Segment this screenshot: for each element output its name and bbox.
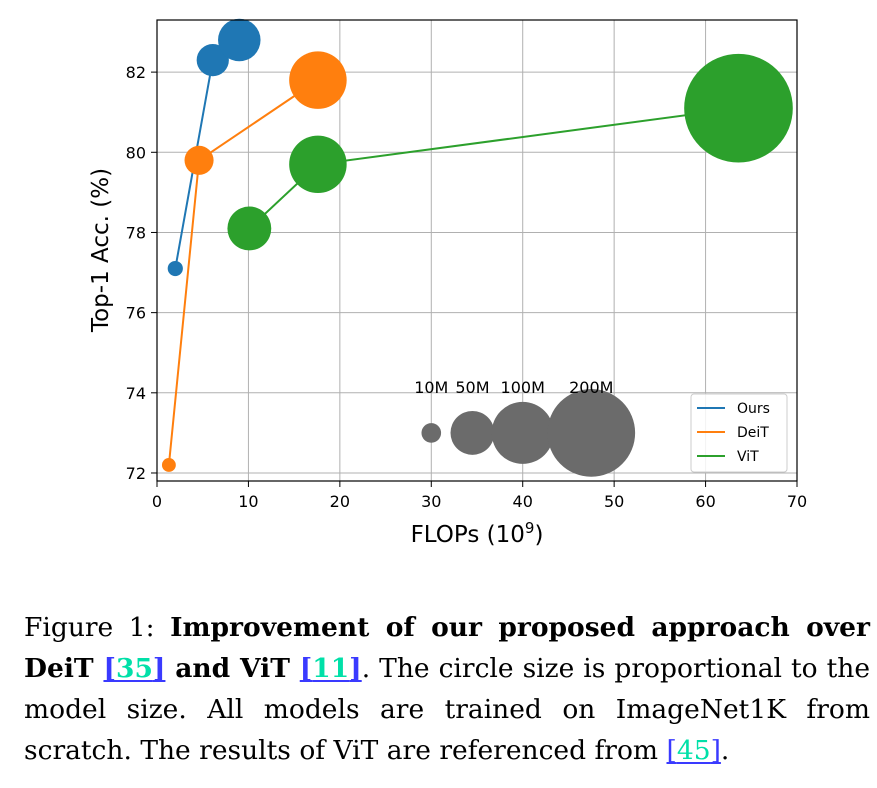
x-tick-label: 10: [238, 492, 258, 511]
legend-label: DeiT: [737, 425, 769, 441]
size-legend-circle: [421, 423, 442, 443]
x-tick-label: 50: [604, 492, 624, 511]
citation-link-11[interactable]: [11]: [299, 653, 362, 684]
data-point: [218, 18, 261, 62]
data-point: [161, 458, 176, 472]
size-legend-label: 10M: [414, 378, 448, 397]
x-tick-label: 30: [421, 492, 441, 511]
data-point: [184, 145, 214, 175]
chart: 10M 50M 100M 200M 0 10 20 30 40 50 60 70 72 74 76 78 80…: [88, 18, 808, 548]
legend-box: [690, 393, 788, 473]
y-tick-label: 72: [126, 464, 146, 483]
x-tick-label: 20: [330, 492, 350, 511]
x-axis-title: FLOPs (109): [411, 519, 544, 548]
caption-bold-part2: and ViT: [165, 653, 300, 684]
legend-label: ViT: [737, 449, 759, 465]
citation-link-45[interactable]: [45]: [666, 735, 721, 766]
y-axis-title: Top-1 Acc. (%): [88, 168, 114, 333]
axis-ticks: 0 10 20 30 40 50 60 70 72 74 76 78 80 82: [126, 63, 808, 511]
data-point: [227, 206, 272, 251]
caption-bold-part1: Improvement of our proposed approach ove…: [24, 612, 870, 684]
data-point: [167, 260, 183, 277]
legend: Ours DeiT ViT: [690, 393, 788, 473]
x-tick-label: 70: [787, 492, 807, 511]
y-tick-label: 82: [126, 63, 146, 82]
figure-caption: Figure 1: Improvement of our proposed ap…: [24, 607, 870, 771]
series-lines: [167, 39, 739, 466]
data-point: [684, 53, 793, 163]
plot-frame: [156, 19, 798, 482]
y-tick-label: 74: [126, 384, 146, 403]
data-point: [196, 43, 229, 77]
size-legend-label: 200M: [569, 378, 613, 397]
y-tick-label: 78: [126, 223, 146, 242]
x-tick-label: 60: [695, 492, 715, 511]
citation-link-35[interactable]: [35]: [103, 653, 166, 684]
data-point: [289, 135, 347, 194]
series-points: [161, 18, 793, 472]
legend-label: Ours: [737, 401, 770, 417]
size-legend-label: 100M: [501, 378, 545, 397]
y-tick-label: 76: [126, 304, 146, 323]
x-tick-label: 0: [152, 492, 162, 511]
caption-prefix: Figure 1:: [24, 612, 171, 643]
size-legend-label: 50M: [455, 378, 489, 397]
data-point: [289, 51, 347, 109]
size-legend-circle: [491, 401, 554, 464]
size-legend-circle: [547, 389, 636, 477]
size-legend: 10M 50M 100M 200M: [414, 378, 636, 477]
series-line: [167, 79, 319, 466]
y-tick-label: 80: [126, 143, 146, 162]
size-legend-circle: [450, 410, 495, 455]
x-tick-label: 40: [513, 492, 533, 511]
caption-text-1: . The circle size is proportional to the…: [24, 653, 871, 766]
caption-text-2: .: [720, 735, 730, 766]
